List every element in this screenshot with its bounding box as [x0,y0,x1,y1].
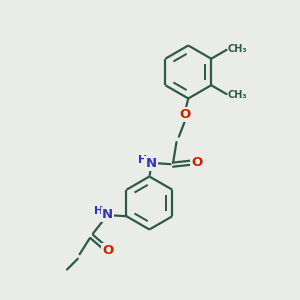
Text: O: O [191,156,203,169]
Text: O: O [102,244,113,257]
Text: O: O [180,108,191,121]
Text: CH₃: CH₃ [228,90,248,100]
Text: H: H [94,206,103,216]
Text: N: N [145,157,156,170]
Text: N: N [102,208,113,221]
Text: CH₃: CH₃ [228,44,248,54]
Text: H: H [138,155,147,165]
